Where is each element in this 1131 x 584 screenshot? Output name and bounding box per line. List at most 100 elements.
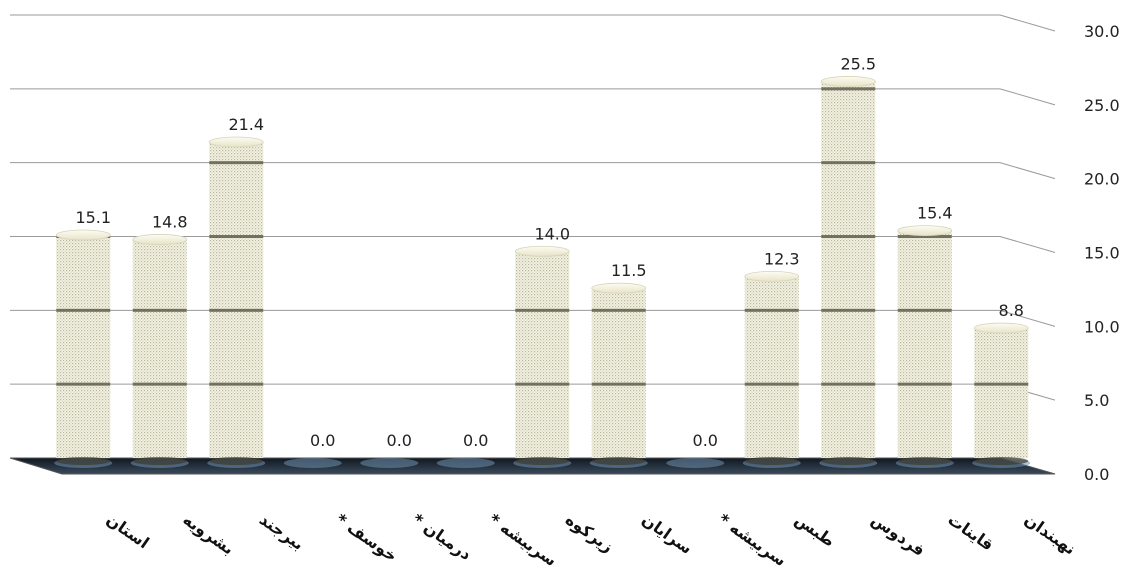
bar-band [744,382,799,386]
bar [54,229,113,468]
bar-band [591,382,646,386]
x-tick-label: سرايان [638,510,695,558]
x-tick-label: طبس [791,510,838,551]
data-label: 0.0 [387,431,412,450]
bar-body [209,141,264,458]
data-label: 15.4 [917,204,953,223]
bar-foot [744,457,799,465]
data-label: 11.5 [611,261,647,280]
bar-body [56,235,111,458]
x-axis: استان بشرويه بيرجند خوسف * درميان * سربيشه * ز… [103,510,1079,570]
bar [283,458,342,468]
bar-foot [821,457,876,465]
bar [513,245,572,468]
data-label: 0.0 [463,431,488,450]
bar-foot [56,457,111,465]
x-tick-label: استان [103,510,153,553]
data-label: 12.3 [764,249,800,268]
y-tick-label: 30.0 [1084,22,1120,41]
bar-top [744,270,800,282]
bar [666,458,725,468]
bar-body [132,239,187,458]
bar-base [666,458,725,468]
bar-band [515,308,570,312]
bar-body [821,81,876,458]
bar-band [591,308,646,312]
bar-base [360,458,419,468]
bar-top [208,136,264,148]
gridline-depth [999,236,1056,253]
bar-band [132,308,187,312]
bar-band [56,308,111,312]
bar [436,458,495,468]
bar-body [515,251,570,458]
data-label: 8.8 [999,301,1024,320]
bar-base [283,458,342,468]
y-axis: 0.0 5.0 10.0 15.0 20.0 25.0 30.0 [1084,22,1120,484]
bar-body [974,328,1029,458]
bar-band [821,382,876,386]
bar [895,225,954,468]
bar-band [209,382,264,386]
bar-top [897,225,953,236]
x-tick-label: درميان * [409,510,475,564]
bars [54,76,1031,468]
bar-top [591,282,647,294]
bar-foot [209,457,264,465]
bar-foot [974,457,1029,465]
bar-band [209,308,264,312]
bar-body [897,230,952,458]
bar-band [897,235,952,238]
bar-band [132,382,187,386]
gridline-depth [999,162,1056,180]
x-tick-label: قاينات [944,510,997,555]
bar-band [821,87,876,91]
bar-top [55,229,111,241]
x-tick-label: زيركوه [562,510,617,557]
bar-foot [897,457,952,465]
bar-base [436,458,495,468]
bar-band [744,308,799,312]
data-label: 15.1 [75,208,111,227]
bar-band [897,308,952,312]
bar [742,270,801,468]
y-tick-label: 10.0 [1084,317,1120,336]
bar-foot [515,457,570,465]
bar-top [820,76,876,87]
bar [589,282,648,468]
bar-top [514,245,570,257]
data-label: 25.5 [840,54,876,73]
bar-top [132,234,188,245]
gridline-depth [999,14,1056,32]
x-tick-label: نهبندان [1021,510,1079,559]
bar [207,136,266,468]
bar-band [209,161,264,165]
bar-foot [591,457,646,465]
bar-band [515,382,570,386]
data-label: 21.4 [228,115,264,134]
x-tick-label: سربيشه * [485,510,560,570]
data-label: 14.8 [152,212,188,231]
gridline-depth [999,309,1056,327]
bar-band [821,161,876,165]
y-tick-label: 25.0 [1084,96,1120,115]
value-labels: 15.1 14.8 21.4 0.0 0.0 0.0 14.0 11.5 0.0 12.3 25.5… [75,54,1024,450]
x-tick-label: فردوس [868,510,929,560]
bar-body [744,276,799,458]
bar [819,76,878,468]
x-tick-label: بيرجند [256,510,308,554]
bar-top [973,322,1029,334]
y-tick-label: 20.0 [1084,170,1120,189]
y-tick-label: 5.0 [1084,391,1109,410]
data-label: 14.0 [534,224,570,243]
bar-band [209,235,264,238]
bar [972,322,1031,468]
gridline-depth [999,88,1056,106]
bar-band [821,308,876,312]
data-label: 0.0 [693,431,718,450]
bar-band [897,382,952,386]
x-tick-label: خوسف * [332,510,400,566]
bar-band [821,235,876,238]
bar-foot [132,457,187,465]
